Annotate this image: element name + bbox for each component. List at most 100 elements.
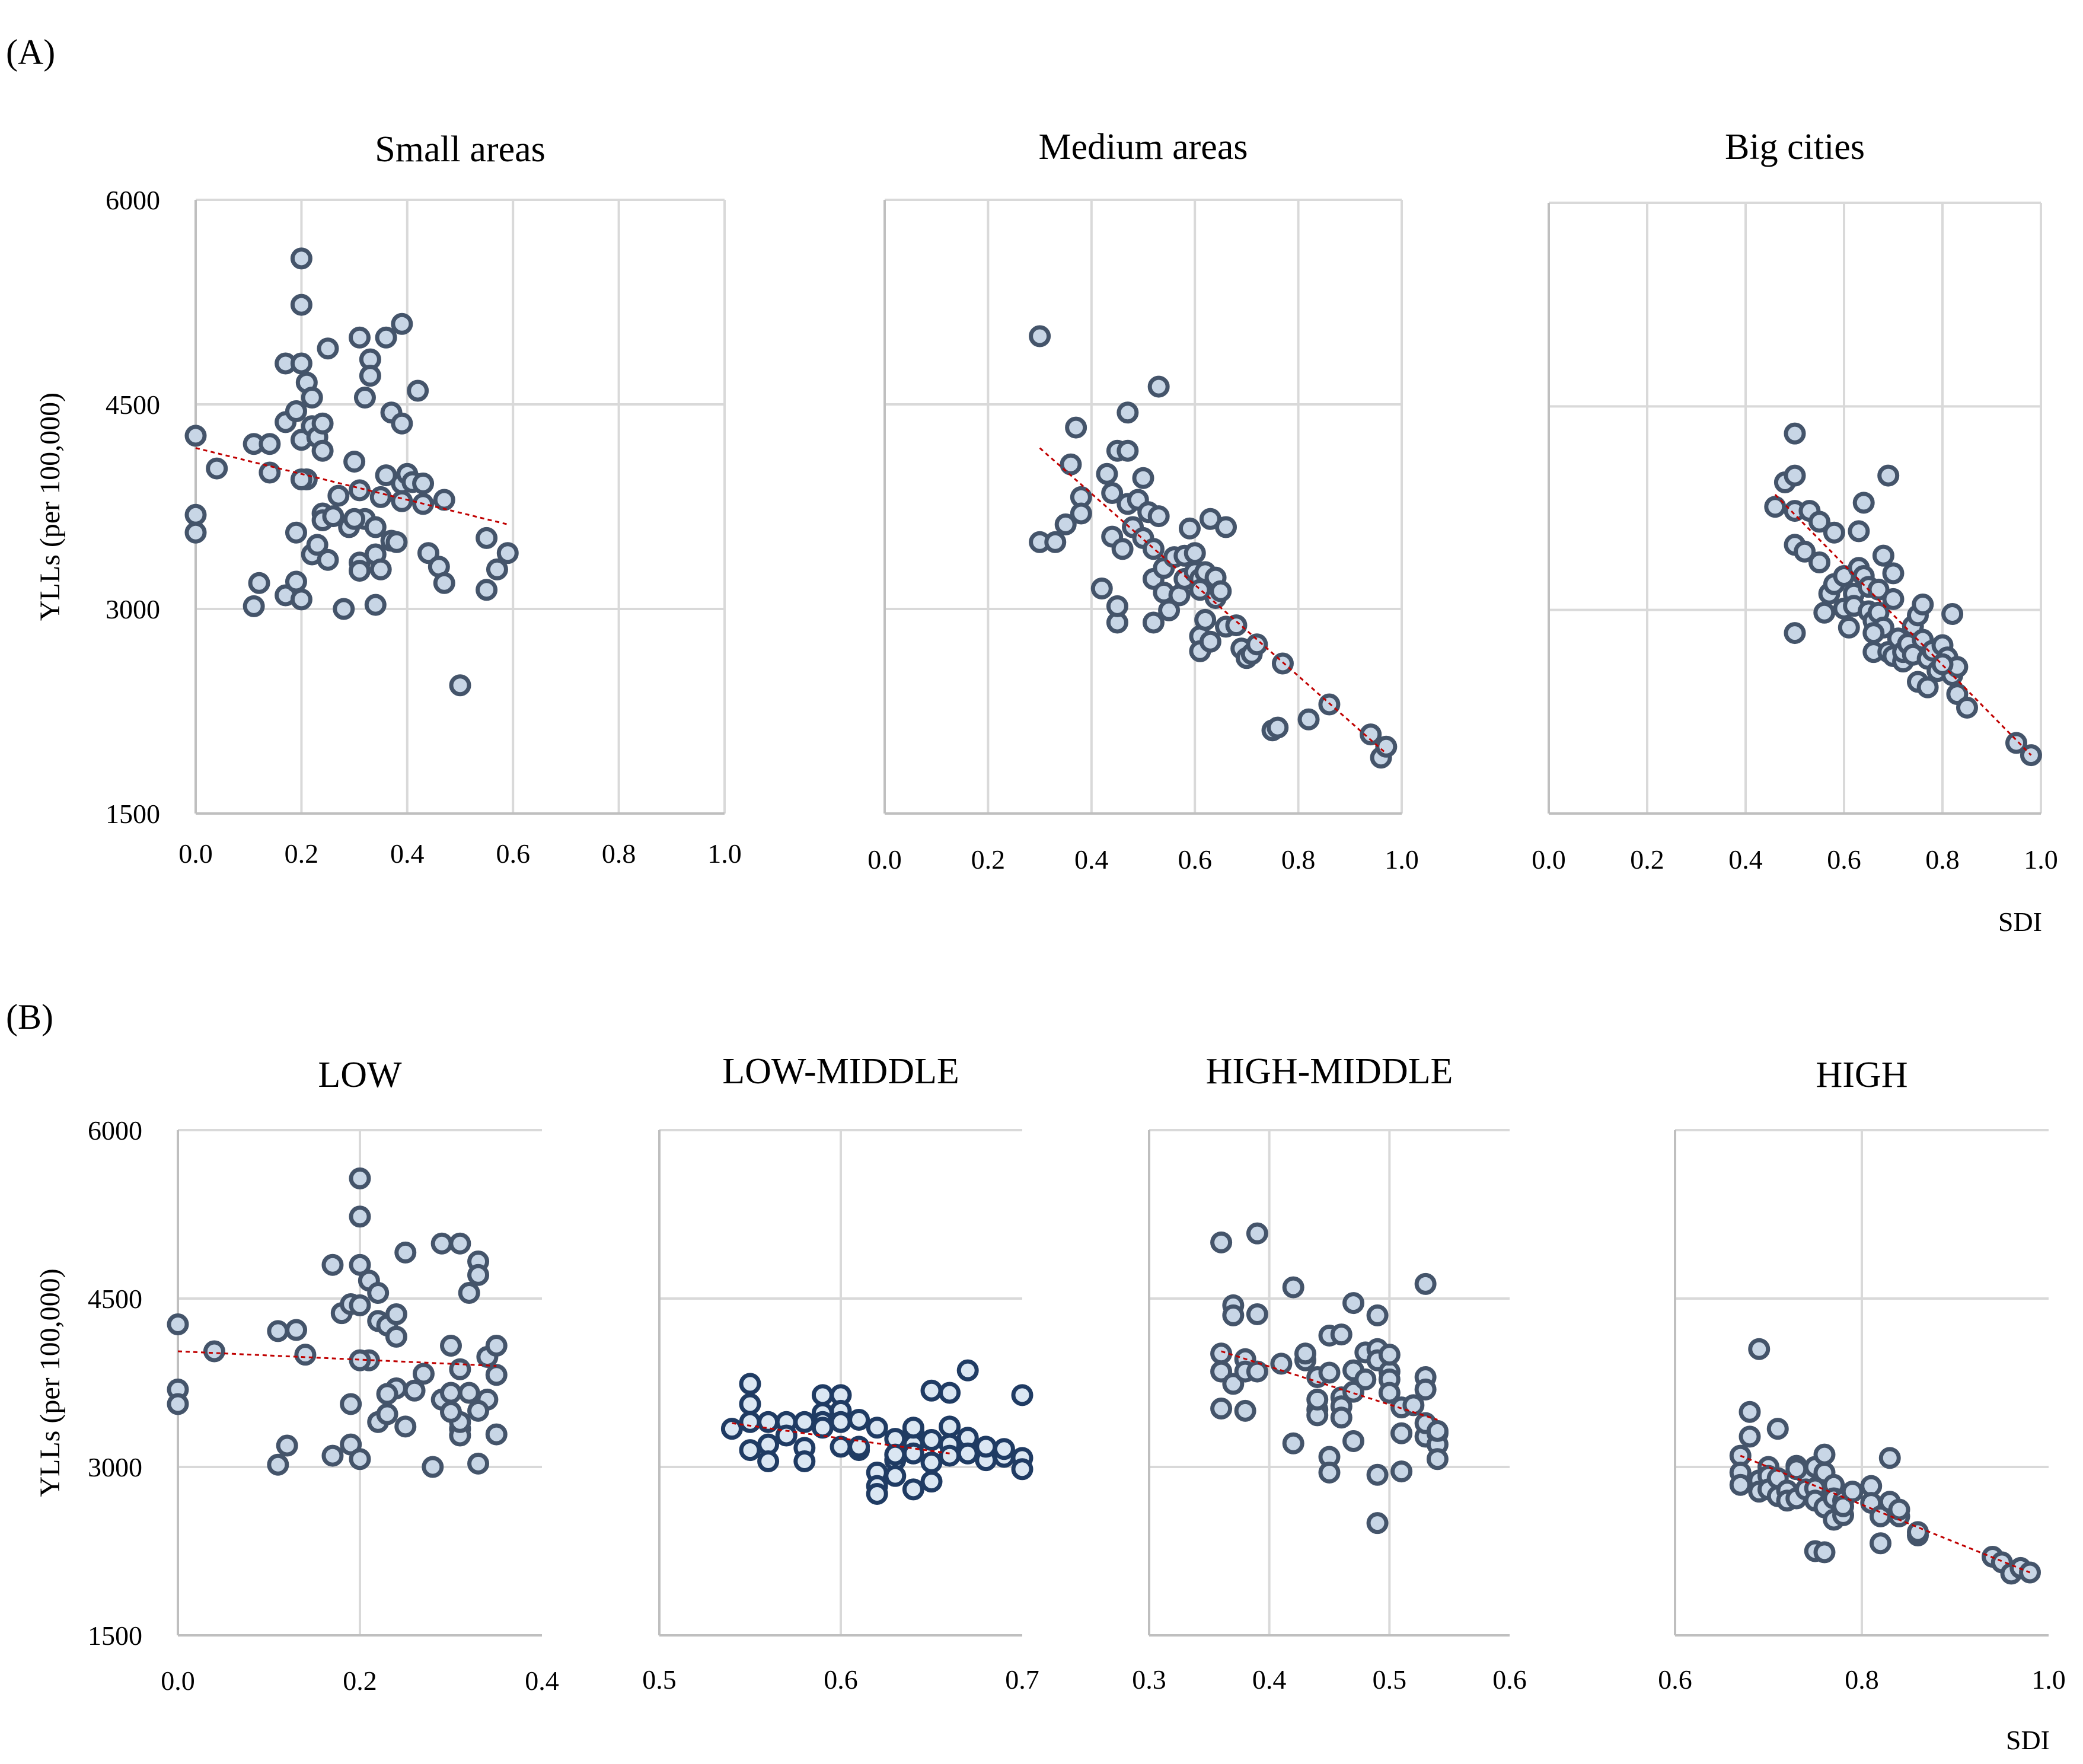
- data-point: [1414, 1272, 1437, 1295]
- x-tick-label: 1.0: [707, 838, 742, 869]
- data-point: [343, 508, 366, 530]
- scatter-chart: HIGH 0.6 0.8 1.0 SDI: [1658, 1055, 2066, 1755]
- data-point: [1841, 1481, 1864, 1503]
- data-point: [1748, 1338, 1771, 1360]
- data-point: [1246, 1303, 1268, 1326]
- x-tick-label: 0.2: [1630, 844, 1664, 875]
- data-point: [920, 1429, 943, 1452]
- data-point: [485, 1423, 508, 1446]
- data-point: [1147, 505, 1170, 528]
- data-point: [1060, 453, 1082, 476]
- data-point: [458, 1282, 480, 1304]
- x-tick-label: 0.4: [1728, 844, 1763, 875]
- chart-title: Medium areas: [1039, 127, 1248, 167]
- data-point: [739, 1439, 761, 1462]
- data-point: [920, 1379, 943, 1402]
- trend-line: [732, 1422, 950, 1454]
- data-point: [417, 542, 439, 564]
- x-tick-label: 0.4: [1252, 1664, 1287, 1695]
- scatter-chart: LOW-MIDDLE 0.5 0.6 0.7: [642, 1051, 1039, 1695]
- data-point: [1848, 520, 1870, 543]
- data-point: [340, 1393, 362, 1415]
- x-tick-label: 0.6: [1658, 1664, 1692, 1695]
- data-point: [349, 1294, 371, 1316]
- data-point: [1729, 1473, 1752, 1496]
- data-point: [1808, 511, 1830, 533]
- data-point: [364, 594, 387, 616]
- x-tick-label: 0.8: [1925, 844, 1960, 875]
- data-point: [2005, 732, 2027, 754]
- data-point: [391, 490, 413, 512]
- data-point: [811, 1417, 834, 1439]
- x-tick-label: 0.5: [642, 1664, 677, 1695]
- data-point: [1852, 492, 1875, 514]
- data-point: [757, 1450, 780, 1473]
- y-tick-label: 3000: [88, 1452, 142, 1482]
- x-tick-label: 0.8: [1281, 844, 1316, 875]
- data-point: [1378, 1344, 1401, 1366]
- data-point: [412, 1363, 435, 1385]
- data-point: [884, 1443, 907, 1466]
- x-tick-label: 0.8: [1845, 1664, 1879, 1695]
- data-point: [349, 1205, 371, 1228]
- data-point: [1246, 1360, 1268, 1383]
- data-point: [290, 247, 312, 270]
- y-axis-label: YLLs (per 100,000): [34, 1268, 66, 1497]
- data-point: [376, 1383, 398, 1405]
- x-tick-label: 0.2: [343, 1666, 377, 1696]
- data-point: [1426, 1420, 1449, 1442]
- x-tick-label: 0.0: [867, 844, 902, 875]
- data-point: [1739, 1401, 1761, 1423]
- data-point: [1870, 1532, 1891, 1555]
- data-point: [267, 1453, 289, 1476]
- data-point: [440, 1382, 462, 1404]
- data-point: [1872, 544, 1894, 567]
- y-tick-label: 6000: [106, 185, 160, 215]
- data-point: [1101, 482, 1124, 504]
- data-point: [349, 1448, 371, 1470]
- chart-title: HIGH: [1816, 1055, 1908, 1095]
- data-point: [391, 412, 413, 435]
- data-point: [349, 560, 371, 582]
- data-point: [476, 527, 498, 549]
- data-point: [1342, 1430, 1365, 1452]
- data-point: [467, 1452, 490, 1475]
- data-point: [485, 1335, 508, 1357]
- data-point: [375, 326, 397, 349]
- data-point: [1390, 1422, 1413, 1444]
- data-point: [276, 1434, 298, 1457]
- data-point: [993, 1438, 1015, 1460]
- data-point: [376, 1403, 398, 1425]
- x-tick-label: 0.2: [285, 838, 319, 869]
- data-point: [1132, 467, 1154, 489]
- data-point: [317, 548, 339, 571]
- data-point: [1070, 502, 1092, 525]
- data-point: [793, 1450, 816, 1473]
- x-tick-label: 1.0: [2031, 1664, 2066, 1695]
- data-point: [1117, 401, 1139, 424]
- data-point: [1029, 325, 1051, 347]
- data-point: [1225, 614, 1248, 637]
- data-point: [385, 1303, 407, 1326]
- data-point: [167, 1313, 189, 1336]
- data-point: [956, 1442, 979, 1465]
- data-point: [1912, 594, 1934, 616]
- data-point: [1808, 551, 1830, 574]
- chart-title: HIGH-MIDDLE: [1206, 1051, 1453, 1092]
- data-point: [1096, 462, 1118, 485]
- x-tick-label: 0.0: [178, 838, 213, 869]
- data-point: [1813, 1541, 1836, 1564]
- data-point: [1366, 1304, 1389, 1326]
- data-point: [243, 595, 265, 617]
- data-point: [349, 326, 371, 349]
- y-tick-label: 4500: [88, 1284, 142, 1314]
- x-tick-label: 0.6: [1178, 844, 1212, 875]
- trend-line: [1774, 494, 2032, 756]
- data-point: [1142, 611, 1165, 634]
- data-point: [1330, 1406, 1352, 1429]
- data-point: [369, 558, 392, 580]
- data-point: [720, 1418, 743, 1440]
- y-axis-label: YLLs (per 100,000): [34, 393, 66, 621]
- data-point: [1823, 521, 1845, 544]
- data-point: [1877, 464, 1900, 487]
